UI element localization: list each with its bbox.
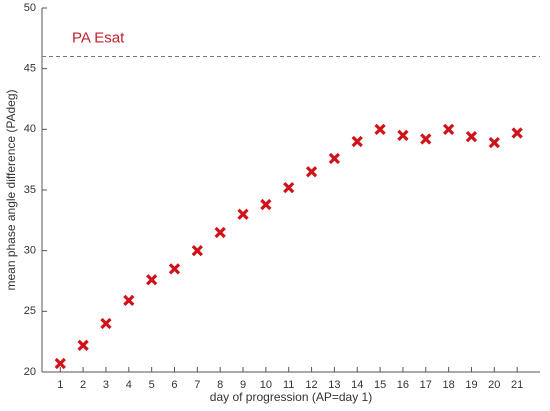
y-tick-label: 45: [24, 63, 36, 75]
x-tick-label: 15: [374, 379, 386, 391]
x-tick-label: 8: [217, 379, 223, 391]
point: [283, 181, 295, 194]
point: [328, 152, 341, 165]
point: [465, 130, 478, 143]
point: [260, 198, 272, 211]
y-tick-label: 20: [24, 366, 36, 378]
point: [191, 245, 203, 257]
point: [305, 166, 318, 178]
x-tick-label: 3: [103, 379, 109, 391]
x-tick-label: 16: [397, 379, 409, 391]
point: [397, 129, 409, 142]
reference-label: PA Esat: [72, 30, 125, 47]
x-tick-label: 13: [328, 379, 340, 391]
x-tick-label: 11: [283, 379, 294, 391]
y-tick-label: 30: [24, 245, 36, 257]
point: [374, 123, 386, 135]
x-tick-label: 9: [240, 379, 246, 391]
x-tick-label: 7: [194, 379, 200, 391]
x-tick-label: 5: [149, 379, 155, 391]
x-tick-label: 18: [442, 379, 454, 391]
point: [420, 133, 432, 145]
x-tick-label: 6: [171, 379, 177, 391]
x-tick-label: 17: [420, 379, 432, 391]
x-axis-label: day of progression (AP=day 1): [210, 390, 372, 404]
point: [100, 317, 112, 330]
y-tick-label: 35: [24, 184, 36, 196]
point: [54, 357, 66, 370]
x-tick-label: 14: [351, 379, 363, 391]
point: [351, 135, 363, 148]
point: [237, 208, 249, 220]
point: [511, 127, 523, 139]
x-tick-label: 10: [260, 379, 272, 391]
y-tick-label: 50: [24, 2, 36, 14]
point: [77, 339, 89, 351]
point: [146, 274, 158, 286]
x-tick-label: 4: [126, 379, 132, 391]
y-tick-label: 40: [24, 123, 36, 135]
point: [442, 123, 455, 135]
x-tick-label: 2: [80, 379, 86, 391]
y-axis-label: mean phase angle difference (PAdeg): [4, 89, 18, 290]
y-tick-label: 25: [24, 305, 36, 317]
point: [214, 226, 226, 239]
point: [488, 137, 500, 149]
x-tick-label: 19: [465, 379, 477, 391]
x-tick-label: 20: [488, 379, 500, 391]
point: [123, 294, 135, 307]
point: [168, 263, 181, 275]
x-tick-label: 1: [57, 379, 63, 391]
x-tick-label: 12: [305, 379, 317, 391]
x-tick-label: 21: [511, 379, 523, 391]
